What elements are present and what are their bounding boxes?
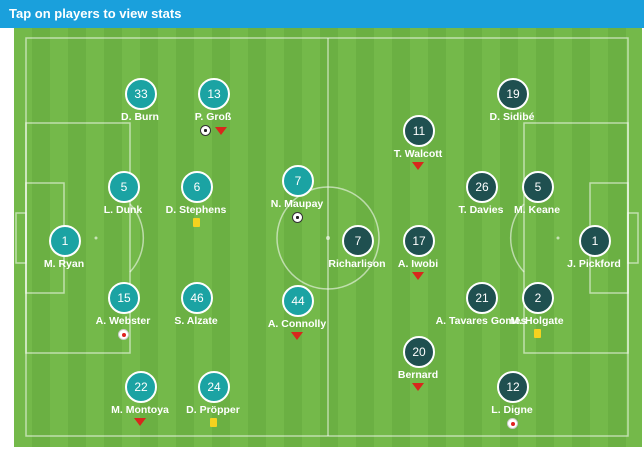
own-goal-icon <box>506 418 518 429</box>
player-away[interactable]: 2 M. Holgate <box>492 282 582 352</box>
event-icons <box>151 218 241 227</box>
player-home[interactable]: 13 P. Groß <box>168 78 258 148</box>
yellow-card-icon <box>209 418 217 427</box>
header-bar: Tap on players to view stats <box>0 0 644 28</box>
sub-off-arrow-icon <box>214 126 227 135</box>
player-name: P. Groß <box>194 111 232 123</box>
player-number-badge[interactable]: 5 <box>522 171 554 203</box>
player-home[interactable]: 24 D. Pröpper <box>168 371 258 441</box>
player-home[interactable]: 1 M. Ryan <box>19 225 109 295</box>
player-away[interactable]: 5 M. Keane <box>492 171 582 241</box>
player-name: D. Stephens <box>165 204 227 216</box>
player-number-badge[interactable]: 12 <box>497 371 529 403</box>
player-number-badge[interactable]: 2 <box>522 282 554 314</box>
player-away[interactable]: 1 J. Pickford <box>549 225 639 295</box>
player-home[interactable]: 6 D. Stephens <box>151 171 241 241</box>
sub-off-arrow-icon <box>412 272 424 280</box>
player-name: D. Burn <box>121 111 159 123</box>
yellow-card-icon <box>192 218 200 227</box>
player-name: M. Montoya <box>111 404 169 416</box>
event-icons <box>168 125 258 136</box>
pitch: 33 D. Burn 13 P. Groß 5 L. Dunk 6 D. Stephens 7 N… <box>14 28 642 447</box>
player-name: L. Digne <box>491 404 533 416</box>
event-icons <box>95 418 185 426</box>
event-icons <box>168 418 258 427</box>
player-number-badge[interactable]: 15 <box>108 282 140 314</box>
player-name: A. Connolly <box>267 318 327 330</box>
player-number-badge[interactable]: 33 <box>125 78 157 110</box>
player-number-badge[interactable]: 11 <box>403 115 435 147</box>
player-away[interactable]: 26 T. Davies <box>436 171 526 241</box>
player-name: D. Pröpper <box>186 404 240 416</box>
player-number-badge[interactable]: 5 <box>108 171 140 203</box>
player-away[interactable]: 7 Richarlison <box>312 225 402 295</box>
player-number-badge[interactable]: 21 <box>466 282 498 314</box>
player-name: M. Keane <box>513 204 561 216</box>
ball-icon <box>199 125 211 136</box>
player-number-badge[interactable]: 1 <box>579 225 611 257</box>
yellow-card-icon <box>533 329 541 338</box>
player-number-badge[interactable]: 20 <box>403 336 435 368</box>
player-away[interactable]: 21 A. Tavares Gomes <box>436 282 526 352</box>
event-icons <box>373 272 463 280</box>
player-name: S. Alzate <box>174 315 218 327</box>
own-goal-icon <box>117 329 129 340</box>
header-title: Tap on players to view stats <box>9 6 182 21</box>
event-icons <box>467 418 557 429</box>
player-home[interactable]: 15 A. Webster <box>78 282 168 352</box>
sub-off-arrow-icon <box>134 418 146 426</box>
player-name: N. Maupay <box>270 198 324 210</box>
player-name: A. Iwobi <box>397 258 439 270</box>
player-name: Richarlison <box>328 258 386 270</box>
event-icons <box>78 329 168 340</box>
player-name: J. Pickford <box>567 258 621 270</box>
player-away[interactable]: 12 L. Digne <box>467 371 557 441</box>
player-number-badge[interactable]: 17 <box>403 225 435 257</box>
player-name: T. Walcott <box>393 148 443 160</box>
player-number-badge[interactable]: 22 <box>125 371 157 403</box>
player-number-badge[interactable]: 24 <box>198 371 230 403</box>
player-name: D. Sidibé <box>489 111 535 123</box>
player-away[interactable]: 11 T. Walcott <box>373 115 463 185</box>
event-icons <box>252 212 342 223</box>
player-home[interactable]: 33 D. Burn <box>95 78 185 148</box>
player-away[interactable]: 17 A. Iwobi <box>373 225 463 295</box>
player-name: L. Dunk <box>103 204 143 216</box>
sub-off-arrow-icon <box>412 162 424 170</box>
player-name: A. Webster <box>95 315 151 327</box>
player-name: M. Holgate <box>510 315 564 327</box>
player-name: Bernard <box>397 369 439 381</box>
event-icons <box>373 383 463 391</box>
player-number-badge[interactable]: 13 <box>198 78 230 110</box>
player-home[interactable]: 44 A. Connolly <box>252 285 342 355</box>
player-number-badge[interactable]: 1 <box>49 225 81 257</box>
player-away[interactable]: 20 Bernard <box>373 336 463 406</box>
player-home[interactable]: 22 M. Montoya <box>95 371 185 441</box>
player-name: T. Davies <box>458 204 504 216</box>
event-icons <box>492 329 582 338</box>
player-home[interactable]: 46 S. Alzate <box>151 282 241 352</box>
player-away[interactable]: 19 D. Sidibé <box>467 78 557 148</box>
player-number-badge[interactable]: 7 <box>342 225 374 257</box>
player-number-badge[interactable]: 44 <box>282 285 314 317</box>
player-number-badge[interactable]: 6 <box>181 171 213 203</box>
player-home[interactable]: 7 N. Maupay <box>252 165 342 235</box>
player-name: A. Tavares Gomes <box>435 315 527 327</box>
ball-icon <box>291 212 303 223</box>
player-number-badge[interactable]: 46 <box>181 282 213 314</box>
player-home[interactable]: 5 L. Dunk <box>78 171 168 241</box>
event-icons <box>252 332 342 340</box>
sub-off-arrow-icon <box>291 332 303 340</box>
player-name: M. Ryan <box>43 258 85 270</box>
sub-off-arrow-icon <box>412 383 424 391</box>
player-number-badge[interactable]: 19 <box>497 78 529 110</box>
player-number-badge[interactable]: 7 <box>282 165 314 197</box>
event-icons <box>373 162 463 170</box>
player-number-badge[interactable]: 26 <box>466 171 498 203</box>
